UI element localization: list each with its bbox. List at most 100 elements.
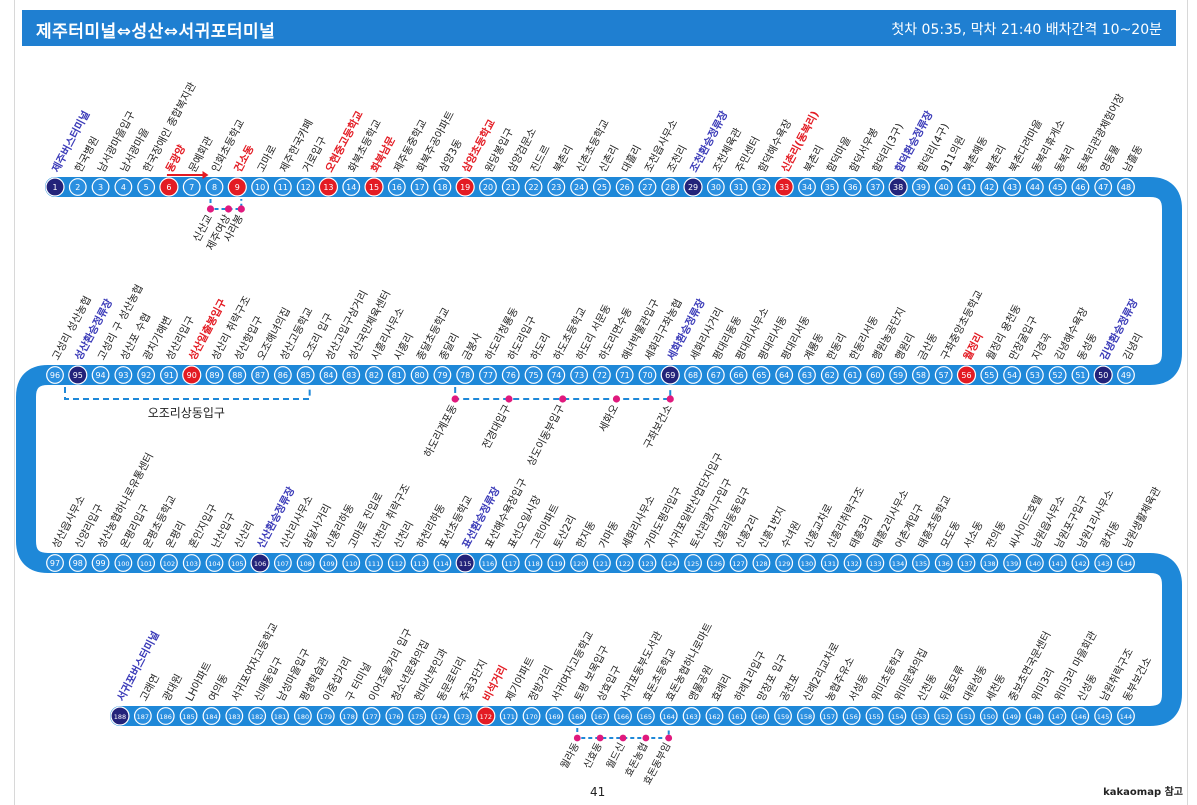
stop-number: 98: [73, 559, 83, 568]
stop-name: 종달리: [437, 331, 461, 362]
stop-marker: [296, 554, 315, 572]
stop-marker: [615, 366, 634, 384]
stop-number: 91: [164, 371, 174, 380]
stop-number: 180: [297, 713, 309, 721]
stop-number: 108: [299, 560, 311, 568]
stop-number: 41: [961, 183, 971, 192]
stop-number: 131: [824, 560, 836, 568]
stop-marker: [1117, 707, 1135, 725]
stop-marker: [133, 707, 152, 725]
stop-name: 광대원: [161, 672, 185, 703]
stop-name: 시흥리: [391, 331, 416, 363]
stop-marker: [706, 366, 725, 384]
stop-number: 148: [1028, 713, 1040, 721]
branch-stop-dot: [237, 205, 245, 213]
stop-marker: [1025, 707, 1044, 725]
stop-marker: [182, 178, 201, 196]
branch-stop-name: 상도이동부입구: [524, 402, 567, 468]
stop-number: 74: [551, 371, 561, 380]
stop-name: 신성동: [1075, 672, 1099, 704]
stop-number: 58: [916, 371, 926, 380]
stop-name: 건소동: [231, 142, 256, 174]
stop-number: 106: [254, 560, 266, 568]
stop-marker: [362, 707, 381, 725]
stop-marker: [387, 178, 406, 196]
stop-number: 128: [755, 560, 767, 568]
stop-name: 영동물: [1098, 143, 1122, 175]
stop-number: 67: [711, 371, 721, 380]
stop-marker: [682, 707, 701, 725]
stop-number: 66: [734, 371, 744, 380]
stop-number: 51: [1075, 371, 1085, 380]
stop-marker: [476, 706, 496, 726]
stop-marker: [638, 554, 657, 572]
stop-marker: [431, 707, 449, 725]
stop-marker: [137, 178, 156, 196]
stop-number: 173: [457, 713, 469, 721]
stop-number: 65: [756, 371, 766, 380]
stop-marker: [911, 707, 930, 725]
stop-marker: [547, 178, 566, 196]
stop-number: 139: [1006, 560, 1018, 568]
stop-number: 30: [711, 183, 721, 192]
stop-number: 120: [573, 560, 585, 568]
stop-marker: [1093, 365, 1113, 385]
stop-marker: [592, 366, 611, 384]
stop-number: 105: [231, 560, 243, 568]
stop-number: 126: [710, 560, 722, 568]
stop-number: 18: [437, 183, 447, 192]
stop-marker: [114, 178, 133, 196]
branch-b2: 오조리상동입구: [64, 387, 311, 420]
stop-number: 21: [506, 183, 516, 192]
stop-number: 123: [641, 560, 653, 568]
stop-marker: [318, 177, 339, 197]
stop-name: 남흘동: [1120, 142, 1145, 174]
stop-marker: [842, 707, 861, 725]
stop-number: 25: [597, 183, 607, 192]
stop-number: 124: [664, 560, 676, 568]
stop-number: 28: [665, 183, 675, 192]
stop-number: 33: [779, 183, 789, 192]
stop-number: 109: [322, 560, 334, 568]
stop-marker: [1117, 366, 1135, 384]
stop-number: 177: [365, 713, 377, 721]
stop-marker: [980, 366, 999, 384]
branch-stop-dot: [619, 734, 627, 742]
stop-number: 43: [1007, 183, 1017, 192]
stop-number: 57: [939, 371, 949, 380]
stop-name: 북촌리: [551, 143, 575, 174]
stop-number: 94: [95, 371, 105, 380]
stop-marker: [934, 178, 953, 196]
stop-number: 154: [891, 713, 903, 721]
branch-stop-name: 구좌보건소: [642, 402, 675, 451]
stop-marker: [501, 366, 520, 384]
stop-number: 178: [342, 713, 354, 721]
stop-number: 54: [1007, 371, 1017, 380]
stop-number: 22: [528, 183, 538, 192]
stop-number: 60: [870, 371, 880, 380]
stop-marker: [797, 707, 815, 725]
branch-stop-dot: [206, 205, 215, 213]
stop-name: 금산동: [916, 331, 940, 363]
stop-marker: [342, 554, 361, 572]
stop-number: 20: [483, 183, 493, 192]
stop-number: 32: [756, 183, 766, 192]
stop-number: 31: [734, 183, 744, 192]
stop-marker: [820, 554, 839, 572]
stop-number: 40: [939, 183, 949, 192]
stop-marker: [524, 178, 543, 196]
stop-marker: [433, 366, 452, 384]
stop-number: 42: [984, 183, 994, 192]
stop-number: 162: [708, 713, 720, 721]
stop-number: 45: [1053, 183, 1063, 192]
stop-marker: [660, 365, 680, 385]
stop-marker: [820, 366, 839, 384]
stop-marker: [775, 366, 794, 384]
stop-marker: [271, 707, 289, 725]
stop-marker: [68, 365, 88, 385]
stop-marker: [251, 366, 269, 384]
stop-marker: [1071, 707, 1090, 725]
branch-stop-name: 월드신: [604, 741, 628, 771]
stop-name: 김녕리: [1121, 331, 1145, 362]
stop-marker: [1002, 707, 1021, 725]
